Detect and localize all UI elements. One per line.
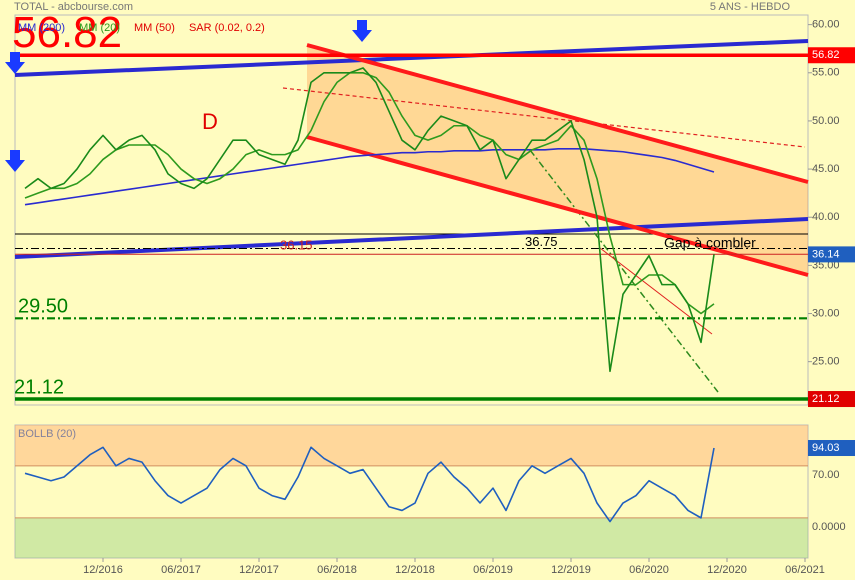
- y-tick-label: 70.00: [812, 469, 840, 481]
- indicator-panel: [14, 424, 809, 559]
- trend-line: [14, 217, 809, 259]
- x-tick-label: 12/2016: [83, 564, 123, 576]
- axis-box: [808, 246, 855, 263]
- y-tick-label: 60.00: [812, 19, 840, 31]
- axis-box: [808, 440, 855, 457]
- legend-entry: MM (20): [79, 22, 120, 34]
- legend-entry: MM (50): [134, 22, 175, 34]
- axis-box: [808, 391, 855, 408]
- trend-line: [14, 39, 809, 77]
- y-tick-label: 30.00: [812, 307, 840, 319]
- level-label: 36.15: [280, 238, 313, 253]
- annotation: Gap à combler: [664, 235, 756, 251]
- y-tick-label: 50.00: [812, 115, 840, 127]
- trend-line: [306, 135, 809, 277]
- level-label: 29.50: [18, 296, 68, 318]
- legend-entry: SAR (0.02, 0.2): [189, 22, 265, 34]
- marker-arrow: [5, 150, 25, 172]
- x-tick-label: 12/2017: [239, 564, 279, 576]
- channel-fill: [307, 45, 808, 275]
- axis-box: [808, 47, 855, 64]
- indicator-name: BOLLB (20): [18, 428, 76, 440]
- y-tick-label: 25.00: [812, 356, 840, 368]
- indicator-line: [24, 446, 715, 523]
- y-tick-label: 0.0000: [812, 521, 846, 533]
- x-tick-label: 12/2019: [551, 564, 591, 576]
- price-panel: [14, 14, 809, 406]
- overbought-zone: [15, 425, 808, 466]
- level-label: 36.75: [525, 234, 558, 249]
- x-tick-label: 06/2021: [785, 564, 825, 576]
- level-label: 56.82: [12, 8, 122, 57]
- x-tick-label: 12/2018: [395, 564, 435, 576]
- trend-line: [306, 43, 809, 184]
- moving-average: [24, 148, 715, 206]
- chart-subtitle: 5 ANS - HEBDO: [710, 1, 791, 13]
- axis-box-label: 36.14: [812, 248, 840, 260]
- oversold-zone: [15, 517, 808, 558]
- x-tick-label: 12/2020: [707, 564, 747, 576]
- marker-arrow: [352, 20, 372, 42]
- y-tick-label: 55.00: [812, 67, 840, 79]
- axis-box-label: 94.03: [812, 442, 840, 454]
- price-line: [24, 67, 715, 373]
- x-tick-label: 06/2019: [473, 564, 513, 576]
- trend-line: [529, 149, 719, 393]
- legend-entry: MM (200): [18, 22, 65, 34]
- x-tick-label: 06/2020: [629, 564, 669, 576]
- trend-line: [282, 87, 806, 148]
- x-tick-label: 06/2017: [161, 564, 201, 576]
- marker-arrow: [5, 52, 25, 74]
- level-label: 21.12: [14, 376, 64, 398]
- axis-box-label: 56.82: [812, 49, 840, 61]
- y-tick-label: 40.00: [812, 211, 840, 223]
- x-tick-label: 06/2018: [317, 564, 357, 576]
- chart-title: TOTAL - abcbourse.com: [14, 1, 133, 13]
- y-tick-label: 45.00: [812, 163, 840, 175]
- axis-box-label: 21.12: [812, 393, 840, 405]
- annotation: D: [202, 109, 218, 134]
